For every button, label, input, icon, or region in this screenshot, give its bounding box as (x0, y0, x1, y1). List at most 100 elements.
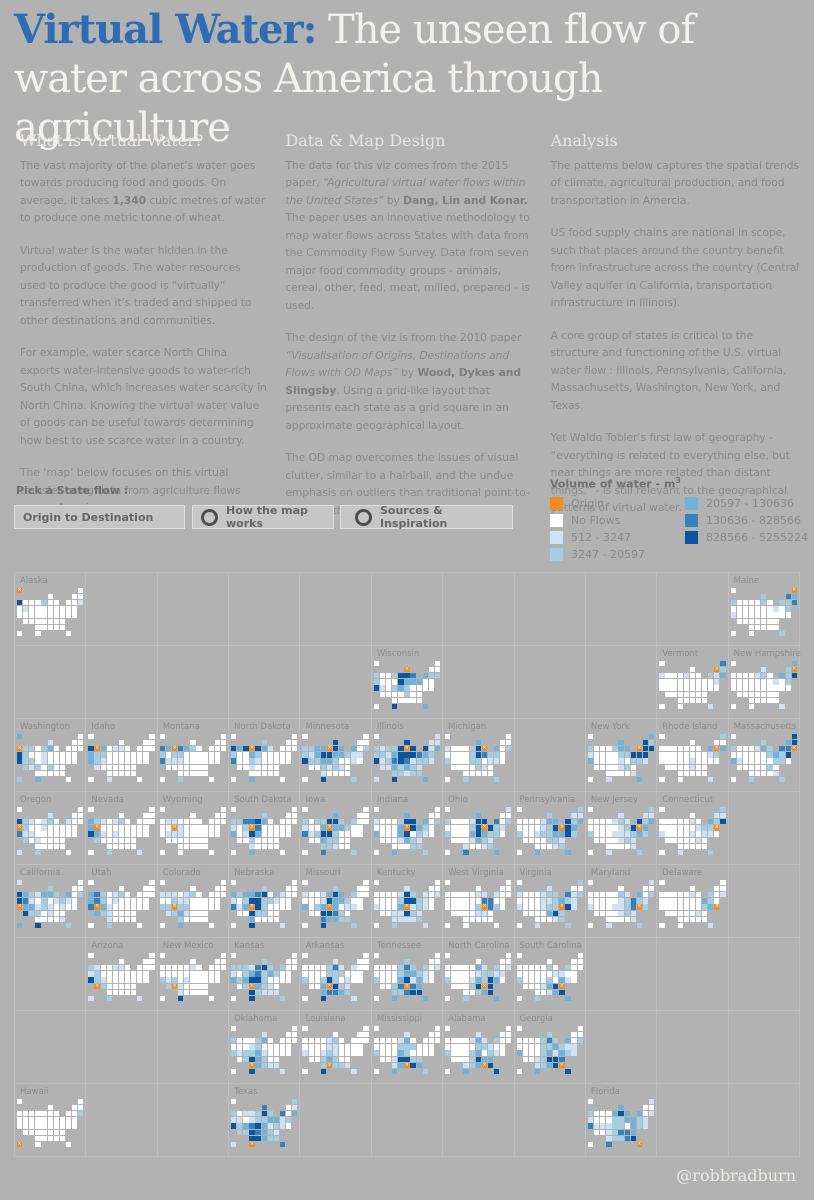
flow-square-minnesota (398, 965, 404, 971)
state-cell-west-virginia[interactable]: West Virginia × (443, 865, 514, 937)
state-cell-rhode-island[interactable]: Rhode Island × (657, 719, 728, 791)
state-cell-oregon[interactable]: Oregon × (15, 792, 86, 864)
state-cell-idaho[interactable]: Idaho × (86, 719, 157, 791)
state-cell-wyoming[interactable]: Wyoming × (157, 792, 229, 864)
state-cell-maryland[interactable]: Maryland × (585, 865, 657, 937)
how-the-map-works-button[interactable]: How the map works (192, 504, 334, 530)
state-cell-wisconsin[interactable]: Wisconsin × (371, 646, 443, 718)
state-cell-michigan[interactable]: Michigan × (443, 719, 514, 791)
flow-square-indiana (618, 1117, 624, 1123)
state-cell-north-carolina[interactable]: North Carolina × (443, 938, 514, 1010)
sources-inspiration-button[interactable]: Sources & Inspiration (340, 504, 513, 530)
state-cell-hawaii[interactable]: Hawaii × (15, 1084, 86, 1156)
flow-square-wisconsin (261, 740, 267, 746)
state-cell-kentucky[interactable]: Kentucky × (371, 865, 443, 937)
state-cell-north-dakota[interactable]: North Dakota × (229, 719, 300, 791)
flow-square-virginia (773, 758, 779, 764)
flow-square-georgia (559, 989, 565, 995)
state-cell-missouri[interactable]: Missouri × (300, 865, 371, 937)
state-cell-alabama[interactable]: Alabama × (443, 1011, 514, 1083)
flow-square-nevada (165, 825, 172, 831)
state-cell-utah[interactable]: Utah × (86, 865, 157, 937)
state-cell-indiana[interactable]: Indiana × (371, 792, 443, 864)
state-cell-new-york[interactable]: New York × (585, 719, 657, 791)
flow-square-washington (445, 892, 451, 898)
flow-square-missouri (41, 831, 47, 837)
state-cell-virginia[interactable]: Virginia × (514, 865, 585, 937)
state-cell-connecticut[interactable]: Connecticut × (657, 792, 728, 864)
state-cell-louisiana[interactable]: Louisiana × (300, 1011, 371, 1083)
flow-square-illinois (618, 819, 624, 825)
state-cell-pennsylvania[interactable]: Pennsylvania × (514, 792, 585, 864)
state-cell-mississippi[interactable]: Mississippi × (371, 1011, 443, 1083)
state-cell-california[interactable]: California × (15, 865, 86, 937)
legend-item-512-3247[interactable]: 512 - 3247 (550, 529, 685, 546)
flow-square-kansas (534, 983, 541, 989)
state-cell-arkansas[interactable]: Arkansas × (300, 938, 371, 1010)
legend-item-828566-5255224[interactable]: 828566 - 5255224 (685, 529, 814, 546)
state-cell-washington[interactable]: Washington × (15, 719, 86, 791)
state-cell-nevada[interactable]: Nevada × (86, 792, 157, 864)
state-cell-ohio[interactable]: Ohio × (443, 792, 514, 864)
flow-square-alaska (659, 734, 665, 740)
flow-square-hawaii (231, 1141, 237, 1147)
flow-square-new-mexico (171, 910, 178, 916)
flow-square-utah (379, 904, 386, 910)
state-cell-minnesota[interactable]: Minnesota × (300, 719, 371, 791)
flow-square-massachusetts (149, 892, 155, 898)
state-cell-illinois[interactable]: Illinois × (371, 719, 443, 791)
flow-square-delaware (214, 758, 220, 764)
state-cell-south-carolina[interactable]: South Carolina × (514, 938, 585, 1010)
flow-square-georgia (559, 843, 565, 849)
legend-item-130636-828566[interactable]: 130636 - 828566 (685, 512, 814, 529)
state-cell-iowa[interactable]: Iowa × (300, 792, 371, 864)
state-cell-texas[interactable]: Texas × (229, 1084, 300, 1156)
flow-square-north-carolina (267, 837, 273, 843)
flow-square-new-hampshire (78, 740, 84, 746)
flow-square-kansas (35, 764, 41, 770)
state-cell-alaska[interactable]: Alaska × (15, 573, 86, 645)
state-cell-oklahoma[interactable]: Oklahoma × (229, 1011, 300, 1083)
flow-square-georgia (273, 916, 280, 922)
state-cell-south-dakota[interactable]: South Dakota × (229, 792, 300, 864)
state-cell-georgia[interactable]: Georgia × (514, 1011, 585, 1083)
flow-square-new-hampshire (720, 813, 726, 819)
legend-item-no-flows[interactable]: No Flows (550, 512, 685, 529)
flow-square-rhode-island (357, 1038, 363, 1044)
state-cell-colorado[interactable]: Colorado × (157, 865, 229, 937)
flow-square-idaho (522, 965, 528, 971)
state-cell-maine[interactable]: Maine × (728, 573, 799, 645)
state-cell-new-jersey[interactable]: New Jersey × (585, 792, 657, 864)
flow-square-alaska (445, 953, 451, 959)
legend-item-origin[interactable]: Origin (550, 495, 685, 512)
flow-square-south-dakota (677, 898, 683, 904)
pick-state-flow-label: Pick a State flow : (16, 484, 129, 497)
state-cell-massachusetts[interactable]: Massachusetts × (728, 719, 799, 791)
state-cell-new-hampshire[interactable]: New Hampshire × (728, 646, 801, 718)
flow-square-new-jersey (351, 1044, 357, 1050)
state-cell-delaware[interactable]: Delaware × (657, 865, 728, 937)
flow-square-arizona (237, 910, 243, 916)
flow-square-michigan (339, 965, 345, 971)
state-cell-vermont[interactable]: Vermont × (657, 646, 728, 718)
state-cell-tennessee[interactable]: Tennessee × (371, 938, 443, 1010)
state-cell-florida[interactable]: Florida × (585, 1084, 657, 1156)
flow-square-connecticut (71, 606, 78, 612)
state-cell-montana[interactable]: Montana × (157, 719, 229, 791)
flow-square-hawaii (445, 922, 451, 928)
state-cell-new-mexico[interactable]: New Mexico × (157, 938, 229, 1010)
origin-to-destination-button[interactable]: Origin to Destination (14, 505, 185, 529)
flow-square-wyoming (29, 752, 35, 758)
state-cell-kansas[interactable]: Kansas × (229, 938, 300, 1010)
flow-square-michigan (410, 892, 416, 898)
legend-item-3247-20597[interactable]: 3247 - 20597 (550, 546, 685, 563)
flow-square-georgia (487, 1062, 494, 1068)
state-cell-arizona[interactable]: Arizona × (86, 938, 157, 1010)
flow-square-kansas (463, 764, 469, 770)
legend-item-20597-130636[interactable]: 20597 - 130636 (685, 495, 814, 512)
flow-square-oregon (88, 825, 94, 831)
flow-square-arizona (379, 1056, 386, 1062)
flow-square-maryland (565, 977, 571, 983)
flow-square-new-jersey (422, 825, 428, 831)
state-cell-nebraska[interactable]: Nebraska × (229, 865, 300, 937)
